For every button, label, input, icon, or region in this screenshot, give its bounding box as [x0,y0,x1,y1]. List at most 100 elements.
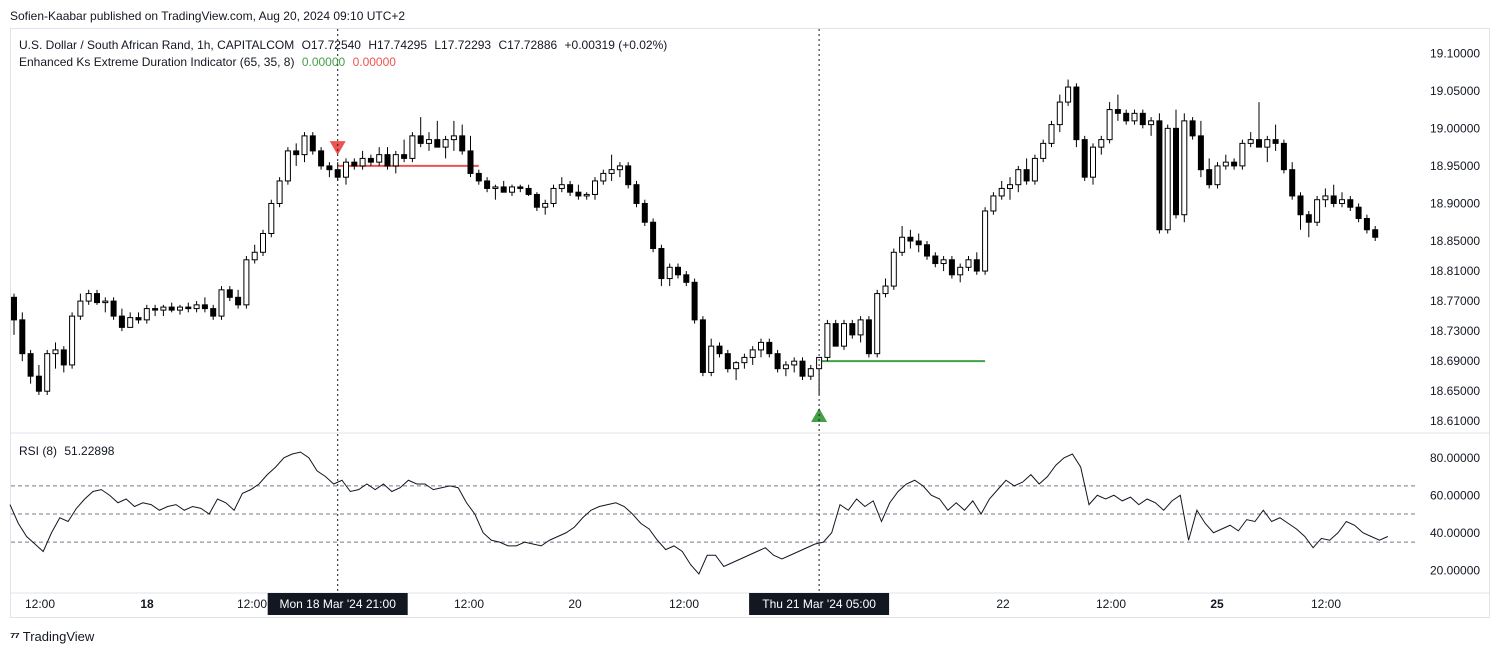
candle [758,338,764,358]
candle-body [1197,135,1204,171]
candle [965,256,972,272]
candle [135,312,142,324]
candle-body [118,315,125,328]
candle-body [782,364,789,370]
candle [44,349,51,395]
candle [1305,210,1312,238]
candle [94,289,100,305]
time-tick-label: 12:00 [25,597,55,611]
candle-body [940,259,947,265]
candle [1347,195,1354,211]
candle-body [1189,120,1196,137]
candle-body [301,135,308,156]
candle-body [924,244,930,257]
candle [384,147,391,170]
candle-body [699,319,706,373]
candle-body [1280,142,1287,171]
candle [110,297,117,320]
candle [1015,165,1022,193]
candle-body [127,317,134,328]
candle [284,147,291,185]
price-tick-label: 18.95000 [1430,159,1480,173]
candle-body [85,293,92,302]
candle [318,147,325,170]
indicator-value-2: 0.00000 [352,55,396,69]
candle-body [1131,112,1138,122]
candle-body [542,202,549,208]
candle-body [442,139,449,148]
rsi-layer [9,451,1418,575]
candle [824,319,831,362]
candle-body [326,165,333,171]
time-tick-label: 25 [1210,597,1224,611]
candle [185,302,192,313]
candle-body [1264,139,1271,148]
candle-body [351,161,358,167]
candle-body [1322,195,1329,201]
candle-body [11,296,17,321]
candle [1040,139,1047,163]
candle-body [1114,109,1121,114]
legend-open: O17.72540 [301,38,361,52]
candle-body [1065,86,1072,103]
candle [600,169,607,185]
candle [915,233,922,253]
candle-body [293,150,300,156]
candle-body [1206,169,1213,186]
candle [500,180,507,193]
candle-body [691,281,698,321]
legend-close: C17.72886 [498,38,558,52]
candle-body [401,154,408,159]
candle-body [882,285,889,295]
candle-body [1272,139,1279,144]
candle [268,199,275,238]
candle-body [426,139,432,144]
candle-body [517,186,524,189]
candle [193,301,200,313]
candle [243,256,250,309]
candle-body [1231,161,1238,167]
candle [998,180,1005,200]
candle-body [1355,206,1362,219]
candle-body [94,293,100,304]
candle [143,304,150,324]
candle [633,180,640,208]
candle [1206,158,1213,189]
candle-body [583,193,590,197]
candle-body [1247,139,1254,144]
candle-body [758,341,764,351]
candle [542,199,549,215]
candle [392,150,399,174]
candle-body [450,135,457,141]
candle [69,312,76,369]
candle-body [509,186,515,193]
candle [1231,158,1238,170]
footer-logo[interactable]: ⁷⁷ TradingView [10,629,94,644]
candle-body [641,202,648,223]
candle-body [1330,195,1337,204]
candle [1314,195,1321,226]
candle-body [824,323,831,358]
candle [1239,139,1246,170]
candle [160,304,167,317]
candle-body [650,221,657,250]
candle [592,177,598,200]
candle-body [384,154,391,167]
candle-body [1007,184,1013,189]
candle [1363,214,1370,234]
candle-body [276,180,283,204]
candle [675,263,681,279]
candle [973,252,980,275]
candle-body [1031,157,1038,182]
candle-body [525,187,532,195]
candle [1031,154,1038,185]
candle-body [616,165,623,171]
candle-body [500,186,507,193]
candle [426,132,432,151]
rsi-name: RSI (8) [19,444,58,458]
candle-body [27,353,34,377]
candle-body [799,360,806,377]
candle-body [832,323,839,347]
time-tick-label: 12:00 [454,597,484,611]
